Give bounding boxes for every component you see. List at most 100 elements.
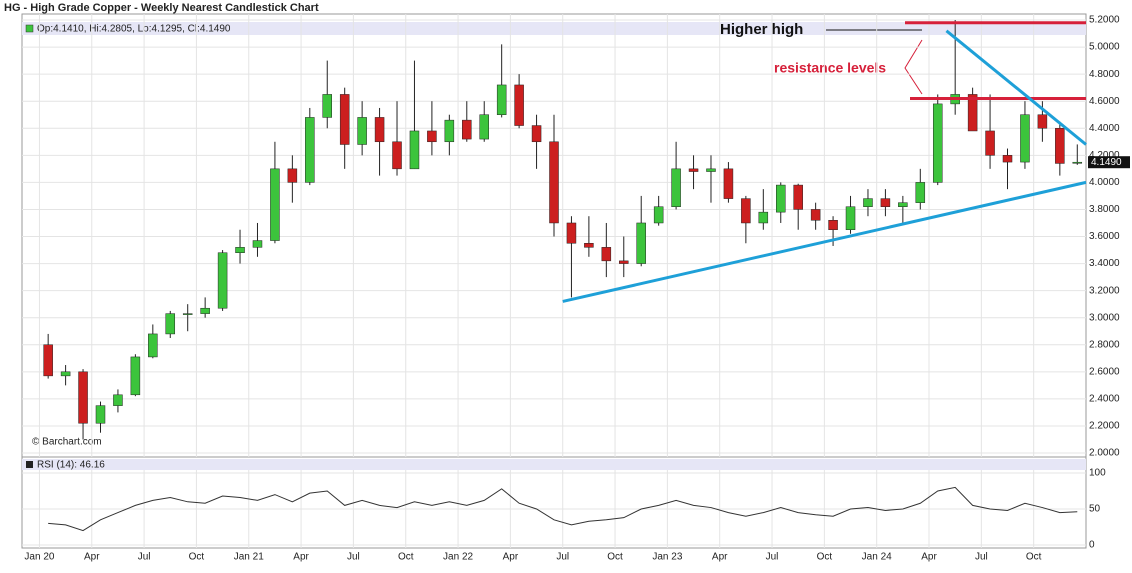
x-tick-label: Oct — [817, 552, 833, 563]
candle-body — [653, 206, 664, 224]
candle-body — [514, 84, 524, 126]
x-tick-label: Oct — [398, 552, 414, 563]
x-tick-label: Oct — [1026, 552, 1042, 563]
candle-body — [165, 313, 176, 335]
source: © Barchart.com — [32, 437, 102, 448]
candle-body — [392, 141, 402, 170]
x-tick-label: Jul — [347, 552, 360, 563]
y-tick-label: 0 — [1089, 540, 1095, 551]
y-tick-label: 4.4000 — [1089, 123, 1120, 134]
candle-body — [479, 114, 489, 140]
x-tick-label: Jan 24 — [862, 552, 892, 563]
y-tick-label: 3.8000 — [1089, 204, 1120, 215]
candle-body — [252, 240, 263, 248]
y-tick-label: 5.0000 — [1089, 42, 1120, 53]
candle-body — [305, 117, 315, 183]
candle-body — [1002, 155, 1013, 163]
candle-body — [810, 209, 821, 221]
candle-body — [776, 184, 786, 213]
candle-body — [322, 94, 332, 118]
y-tick-label: 2.0000 — [1089, 448, 1120, 459]
chart-title: HG - High Grade Copper - Weekly Nearest … — [4, 2, 319, 14]
x-tick-label: Jul — [975, 552, 988, 563]
x-tick-label: Jan 22 — [443, 552, 473, 563]
x-tick-label: Apr — [293, 552, 309, 563]
y-tick-label: 2.6000 — [1089, 366, 1120, 377]
candle-body — [967, 94, 978, 132]
candle-body — [130, 356, 141, 396]
x-tick-label: Apr — [712, 552, 728, 563]
candle-body — [758, 211, 769, 224]
x-tick-label: Jul — [138, 552, 151, 563]
y-tick-label: 4.6000 — [1089, 96, 1120, 107]
x-tick-label: Jan 21 — [234, 552, 264, 563]
trendline — [562, 180, 1087, 303]
candle-body — [78, 371, 88, 424]
candle-body — [357, 117, 367, 145]
candle-body — [915, 182, 926, 203]
y-tick-label: 4.0000 — [1089, 177, 1120, 188]
candle-body — [1020, 114, 1030, 163]
y-tick-label: 2.4000 — [1089, 394, 1120, 405]
y-tick-label: 50 — [1089, 504, 1101, 515]
candle-body — [1072, 161, 1083, 164]
candle-body — [427, 130, 437, 143]
candle-body — [1055, 128, 1065, 164]
candle-body — [619, 260, 629, 264]
y-tick-label: 5.2000 — [1089, 15, 1120, 26]
candle-body — [182, 313, 193, 315]
x-tick-label: Apr — [503, 552, 519, 563]
ohlc-legend: Op:4.1410, Hi:4.2805, Lo:4.1295, Cl:4.14… — [37, 24, 231, 35]
x-tick-label: Jan 23 — [652, 552, 682, 563]
candle-body — [880, 198, 891, 207]
candle-body — [793, 184, 803, 210]
legend-swatch — [25, 24, 34, 33]
candle-body — [444, 119, 455, 143]
candle-body — [95, 405, 106, 424]
candle-body — [688, 168, 699, 172]
candle-body — [1037, 114, 1048, 129]
y-tick-label: 3.6000 — [1089, 231, 1120, 242]
candle-body — [496, 84, 507, 115]
candle-body — [671, 168, 681, 207]
candle-body — [828, 220, 838, 230]
annotation: Higher high — [720, 21, 803, 38]
candle-body — [43, 344, 53, 377]
candle-body — [148, 333, 158, 358]
rsi-panel — [21, 456, 1087, 549]
legend-band — [22, 22, 1086, 35]
candle-body — [601, 247, 612, 262]
x-tick-label: Apr — [84, 552, 100, 563]
last-price-label: 4.1490 — [1091, 157, 1122, 168]
x-tick-label: Apr — [921, 552, 937, 563]
y-tick-label: 3.4000 — [1089, 258, 1120, 269]
y-tick-label: 3.0000 — [1089, 312, 1120, 323]
candle-body — [531, 125, 542, 143]
candle-body — [845, 206, 856, 230]
candle-body — [549, 141, 559, 224]
y-tick-label: 100 — [1089, 468, 1106, 479]
candle-body — [60, 371, 71, 377]
candle-body — [462, 119, 472, 140]
candle-body — [985, 130, 995, 156]
candle-body — [566, 222, 577, 244]
candle-body — [706, 168, 716, 172]
y-tick-label: 3.2000 — [1089, 285, 1120, 296]
candle-body — [200, 307, 210, 314]
x-tick-label: Oct — [607, 552, 623, 563]
candle-body — [409, 130, 420, 170]
annotation-leader — [904, 39, 923, 95]
candle-body — [113, 394, 123, 406]
x-tick-label: Jan 20 — [24, 552, 54, 563]
trendline — [945, 29, 1087, 146]
rsi-swatch — [26, 461, 33, 468]
candle-body — [741, 198, 751, 224]
x-tick-label: Jul — [556, 552, 569, 563]
candle-body — [863, 198, 873, 207]
candle-body — [723, 168, 734, 199]
candle-body — [270, 168, 280, 241]
last-price-tag — [1088, 156, 1130, 169]
candle-body — [287, 168, 298, 183]
candle-body — [898, 202, 908, 207]
